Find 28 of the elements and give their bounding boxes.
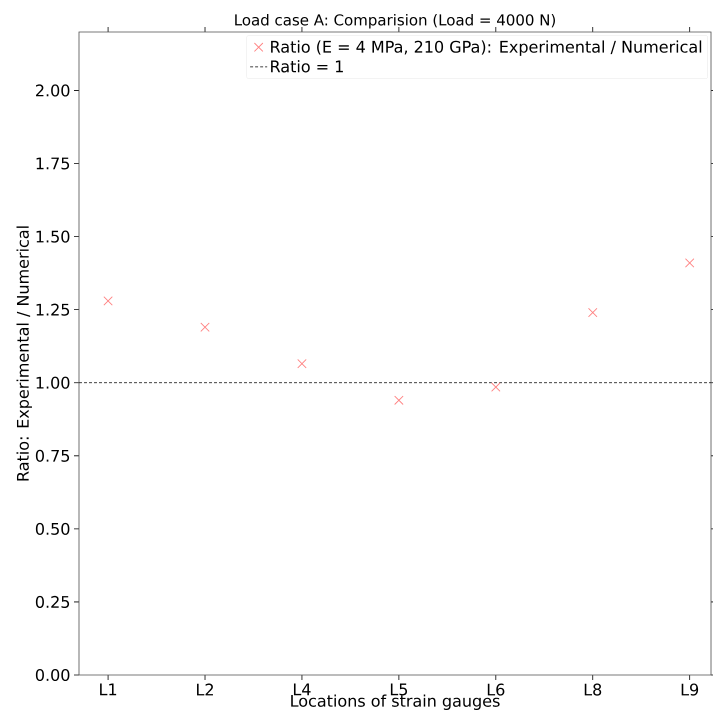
point [588, 308, 598, 318]
x-tick-label: L9 [682, 684, 698, 696]
legend-label: Ratio (E = 4 MPa, 210 GPa): Experimental / Numerical [271, 40, 702, 56]
y-tick-label: 0.50 [36, 522, 70, 535]
y-tick-label: 0.75 [36, 450, 70, 462]
legend-label: Ratio = 1 [271, 60, 343, 72]
x-tick-label: L8 [584, 684, 602, 696]
point [684, 258, 694, 268]
x-tick-label: L4 [294, 684, 311, 696]
point [200, 322, 210, 332]
y-tick-label: 0.00 [36, 668, 70, 682]
x-tick-label: L2 [197, 684, 213, 696]
y-tick-label: 2.00 [36, 84, 70, 96]
y-tick-label: 1.00 [36, 376, 70, 389]
y-tick-label: 1.75 [36, 158, 70, 170]
point [394, 396, 404, 405]
x-tick-label: L1 [100, 684, 116, 696]
chart-title: Load case A: Comparision (Load = 4000 N) [235, 14, 555, 28]
y-tick-label: 0.25 [36, 596, 70, 608]
x-tick-label: L6 [488, 684, 504, 696]
x-axis-title: Locations of strain gauges [291, 694, 500, 710]
y-axis-title: Ratio: Experimental / Numerical [16, 226, 32, 480]
point [297, 359, 307, 368]
point [103, 296, 113, 306]
y-tick-label: 1.50 [36, 230, 70, 243]
y-tick-label: 1.25 [36, 304, 70, 316]
x-tick-label: L5 [390, 684, 408, 696]
point [491, 382, 501, 392]
